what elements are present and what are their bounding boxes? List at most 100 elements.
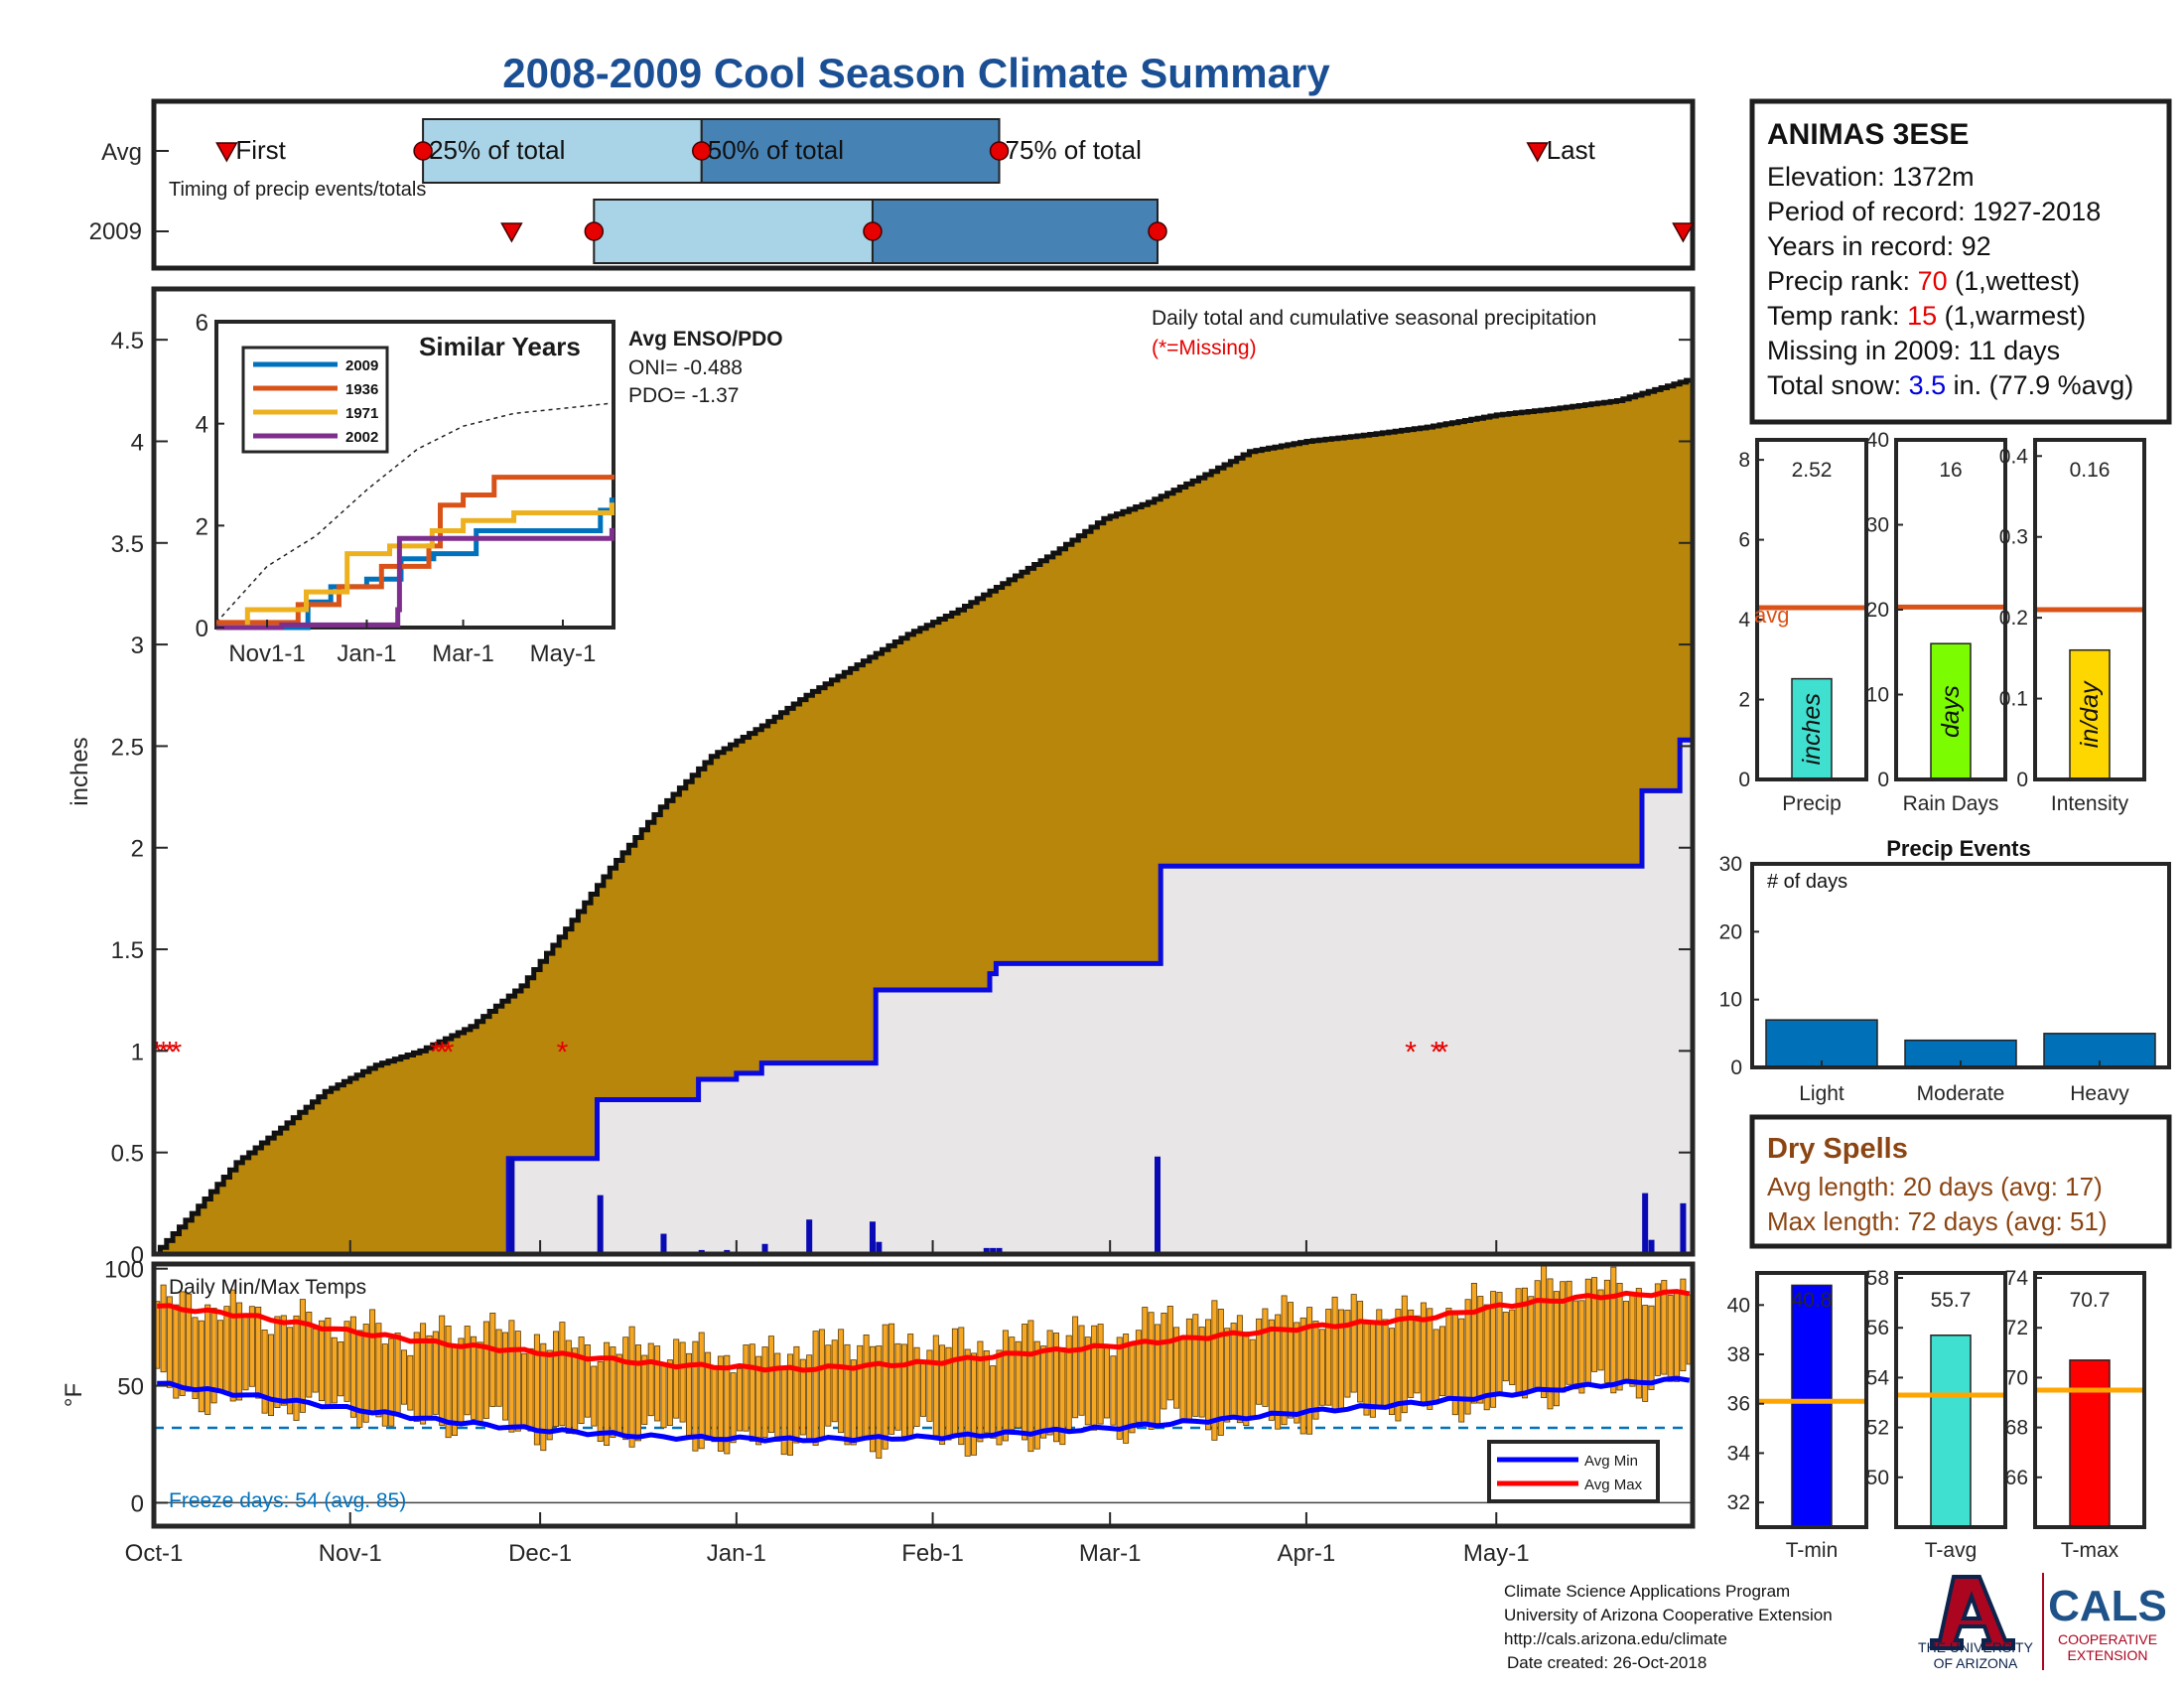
- daily-temp-bar: [1522, 1287, 1529, 1399]
- daily-temp-bar: [1534, 1280, 1541, 1388]
- precip-ytick-label: 0.5: [111, 1141, 144, 1168]
- daily-temp-bar: [1553, 1291, 1560, 1407]
- snow-value: 3.5: [1909, 370, 1947, 400]
- daily-temp-bar: [584, 1344, 591, 1418]
- daily-temp-bar: [331, 1336, 338, 1404]
- timing-2009-last-marker: [1672, 222, 1695, 243]
- daily-temp-bar: [1123, 1334, 1130, 1444]
- temp-stat-ytick-label: 72: [2005, 1317, 2028, 1339]
- ua-a-icon: [1930, 1575, 2015, 1650]
- daily-temp-bar: [1084, 1336, 1091, 1426]
- daily-temp-bar: [604, 1341, 611, 1446]
- daily-temp-bar: [1299, 1317, 1306, 1435]
- temp-stat-ytick-label: 40: [1727, 1294, 1750, 1317]
- daily-temp-bar: [1674, 1290, 1681, 1382]
- timing-label-25: 25% of total: [429, 135, 565, 165]
- temps-layer: 0 50 100: [104, 1257, 1693, 1526]
- daily-temp-bar: [1572, 1300, 1579, 1390]
- precip-main-frame: [151, 286, 1696, 1257]
- timing-avg-p50-marker: [691, 141, 712, 161]
- daily-temp-bar: [1040, 1345, 1047, 1439]
- enso-title: Avg ENSO/PDO: [628, 328, 783, 351]
- daily-temp-bar: [349, 1316, 356, 1418]
- daily-temp-bar: [501, 1332, 508, 1421]
- daily-temp-bar: [724, 1354, 731, 1455]
- date-axis-label: Apr-1: [1278, 1540, 1336, 1567]
- daily-temp-bar: [1439, 1326, 1446, 1397]
- inset-xtick-label: May-1: [530, 640, 597, 667]
- daily-temp-bar: [597, 1360, 604, 1443]
- avg-cumulative-line: [154, 377, 1693, 1257]
- missing-day-marker: *: [170, 1036, 182, 1068]
- precip-missing-note: (*=Missing): [1152, 337, 1257, 359]
- daily-temp-bar: [1350, 1294, 1357, 1393]
- daily-temp-bar: [610, 1346, 616, 1438]
- daily-temp-bar: [1256, 1318, 1263, 1405]
- daily-temp-bar: [572, 1347, 579, 1435]
- daily-temp-bar: [356, 1330, 363, 1428]
- daily-temp-bar: [471, 1336, 478, 1420]
- precip-rank-label: Precip rank:: [1767, 266, 1918, 296]
- daily-temp-bar: [945, 1346, 952, 1441]
- daily-temp-bar: [1344, 1310, 1351, 1398]
- daily-temp-bar: [312, 1328, 319, 1393]
- daily-precip-bar: [869, 1221, 876, 1254]
- daily-temp-bar: [318, 1320, 325, 1401]
- daily-temp-bar: [1591, 1277, 1598, 1372]
- inset-legend-items: 2009 1936 1971 2002: [253, 357, 378, 446]
- temp-stat-ytick-label: 38: [1727, 1343, 1750, 1366]
- daily-temp-bar: [932, 1335, 939, 1437]
- daily-temp-bar: [1224, 1328, 1231, 1423]
- cals-line-1: COOPERATIVE: [2058, 1631, 2157, 1647]
- daily-precip-bar: [1642, 1193, 1649, 1254]
- daily-temp-bar: [343, 1321, 350, 1402]
- precip-stat-bar-label: days: [1937, 685, 1965, 738]
- daily-temp-bar: [1185, 1318, 1192, 1424]
- inset-ytick-label: 0: [196, 616, 208, 642]
- daily-temp-bar: [863, 1335, 870, 1441]
- daily-precip-bar: [1155, 1156, 1161, 1254]
- daily-temp-bar: [495, 1329, 502, 1407]
- daily-temp-bar: [635, 1344, 642, 1442]
- inset-series-1971: [216, 502, 614, 631]
- daily-temp-bar: [229, 1289, 236, 1402]
- station-missing: Missing in 2009: 11 days: [1767, 336, 2060, 365]
- station-name: ANIMAS 3ESE: [1767, 118, 1969, 151]
- daily-precip-bar: [597, 1195, 604, 1254]
- daily-temp-bar: [857, 1344, 864, 1439]
- daily-temp-bar: [1318, 1329, 1325, 1406]
- precip-event-bar-light: [1765, 1019, 1878, 1068]
- daily-temp-bar: [812, 1331, 819, 1446]
- timing-avg-p25-marker: [413, 141, 433, 161]
- daily-temp-bar: [1357, 1301, 1364, 1403]
- temp-stat-t-max: 66 68 70 72 74 70.7 T-max: [2005, 1267, 2146, 1562]
- date-axis-label: Dec-1: [508, 1540, 572, 1567]
- cals-logo: CALS: [2048, 1582, 2167, 1630]
- ua-logo: THE UNIVERSITY OF ARIZONA: [1918, 1575, 2034, 1671]
- inset-ytick-label: 4: [196, 412, 208, 439]
- footer-line-2: University of Arizona Cooperative Extens…: [1504, 1606, 1833, 1624]
- daily-temp-bar: [413, 1332, 420, 1423]
- precip-stat-ytick-label: 40: [1866, 429, 1889, 452]
- temp-stat-value: 55.7: [1931, 1289, 1972, 1312]
- precip-stats-panels: 0 2 4 6 8 2.52 inches Precip avg 0 10 20 30 40 16 days R…: [1738, 429, 2146, 815]
- daily-temp-bar: [1603, 1279, 1610, 1383]
- daily-precip-bar: [660, 1233, 667, 1254]
- daily-temp-bar: [958, 1327, 965, 1446]
- daily-temp-bar: [338, 1341, 344, 1397]
- daily-temp-bar: [622, 1336, 629, 1441]
- precip-stat-bar-label: inches: [1798, 693, 1826, 765]
- timing-label-first: First: [235, 135, 286, 165]
- inset-ytick-label: 2: [196, 513, 208, 540]
- daily-temp-bar: [660, 1363, 667, 1429]
- daily-temp-bar: [1427, 1308, 1433, 1410]
- daily-temp-bar: [1072, 1316, 1079, 1419]
- timing-panel: First 25% of total 50% of total 75% of tota…: [89, 98, 1696, 271]
- daily-temp-bar: [1509, 1309, 1516, 1385]
- daily-temp-bar: [1528, 1296, 1535, 1391]
- daily-temp-bar: [369, 1309, 376, 1415]
- daily-temp-bar: [1642, 1305, 1649, 1402]
- inset-series-2002: [216, 527, 614, 631]
- daily-temp-bar: [160, 1284, 167, 1373]
